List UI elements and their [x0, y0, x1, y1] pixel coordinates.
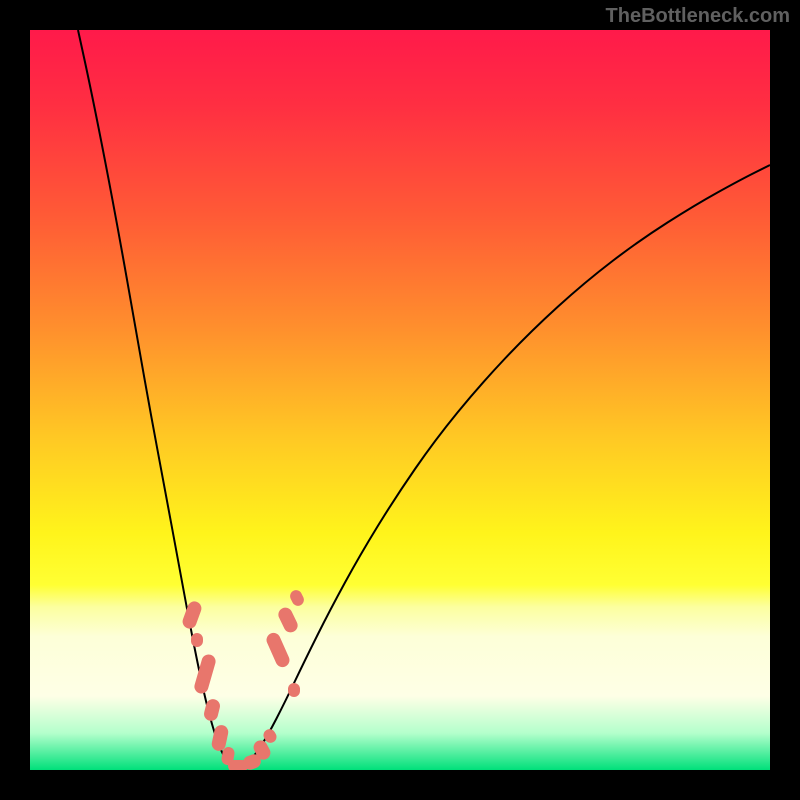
- data-marker: [288, 683, 300, 697]
- data-marker: [276, 605, 300, 635]
- data-marker: [264, 631, 291, 670]
- curve-right: [238, 165, 770, 770]
- plot-area: [30, 30, 770, 770]
- marker-layer: [181, 588, 306, 770]
- chart-container: TheBottleneck.com: [0, 0, 800, 800]
- chart-svg: [30, 30, 770, 770]
- watermark-label: TheBottleneck.com: [606, 5, 790, 28]
- data-marker: [181, 599, 204, 630]
- data-marker: [288, 588, 306, 608]
- data-marker: [191, 633, 203, 647]
